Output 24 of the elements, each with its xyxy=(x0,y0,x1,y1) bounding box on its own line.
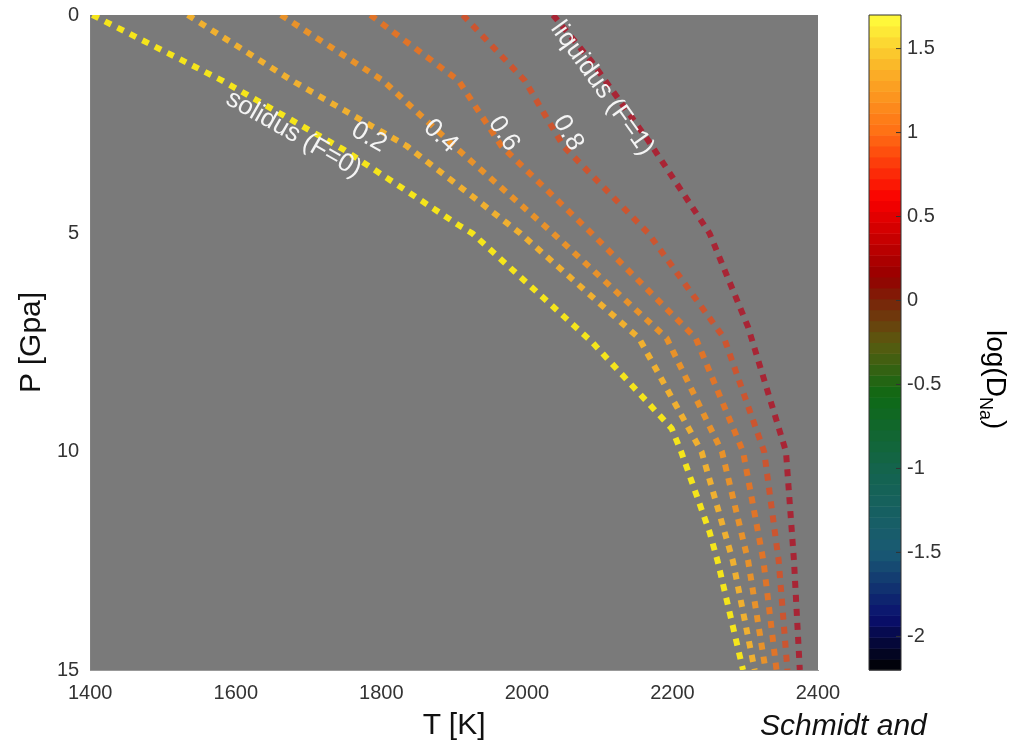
color-bar-label: -1.5 xyxy=(907,539,942,562)
color-bar-label: 0.5 xyxy=(907,204,935,227)
color-bar-label: 1.5 xyxy=(907,36,935,59)
x-tick-label: 2400 xyxy=(795,680,841,703)
x-axis-title: T [K] xyxy=(422,707,486,741)
y-tick-label: 10 xyxy=(57,439,80,462)
y-axis-title: P [Gpa] xyxy=(13,291,47,394)
text: Schmidt and xyxy=(760,708,927,742)
color-bar-label: 0 xyxy=(907,288,919,311)
text: 0.8 xyxy=(547,108,592,156)
color-bar-label: -0.5 xyxy=(907,372,942,394)
x-tick-label: 1400 xyxy=(68,680,113,703)
y-tick-label: 0 xyxy=(68,2,80,25)
color-bar-label: -2 xyxy=(907,623,925,646)
x-tick-label: 2200 xyxy=(650,680,695,703)
y-tick-label: 5 xyxy=(68,220,80,243)
color-bar-label: 1 xyxy=(907,120,919,143)
y-tick-label: 15 xyxy=(57,657,80,680)
x-tick-label: 1600 xyxy=(213,680,259,703)
x-tick-label: 1800 xyxy=(359,680,404,703)
text: 0.6 xyxy=(482,109,528,156)
text: 0.4 xyxy=(418,111,466,159)
color-bar-label: -1 xyxy=(907,455,925,478)
x-tick-label: 2000 xyxy=(504,680,550,703)
